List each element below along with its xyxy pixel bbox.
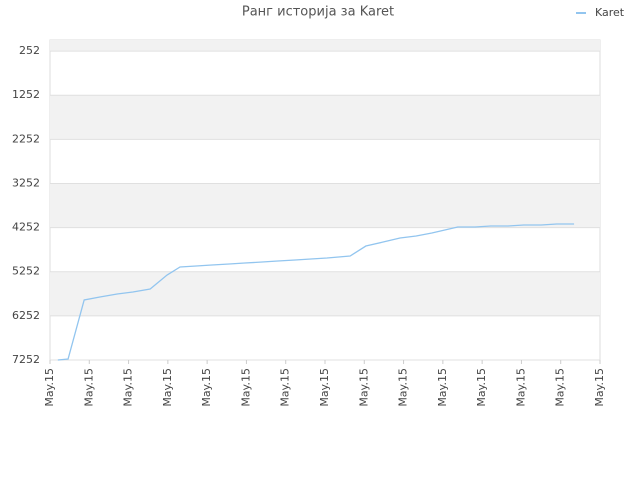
- x-tick-label: May.15: [593, 368, 606, 407]
- grid-band: [50, 183, 600, 228]
- x-tick-label: May.15: [475, 368, 488, 407]
- grid-band: [50, 40, 600, 52]
- legend-label: Karet: [595, 6, 625, 19]
- x-tick-label: May.15: [357, 368, 370, 407]
- x-tick-label: May.15: [554, 368, 567, 407]
- series-line: [57, 223, 575, 361]
- x-tick-label: May.15: [239, 368, 252, 407]
- y-tick-label: 4252: [12, 221, 40, 234]
- x-tick-label: May.15: [436, 368, 449, 407]
- y-tick-label: 2252: [12, 132, 40, 145]
- grid-band: [50, 95, 600, 140]
- x-tick-label: May.15: [397, 368, 410, 407]
- y-tick-label: 6252: [12, 309, 40, 322]
- y-tick-label: 7252: [12, 353, 40, 366]
- x-tick-label: May.15: [43, 368, 56, 407]
- grid-band: [50, 271, 600, 316]
- x-tick-label: May.15: [200, 368, 213, 407]
- chart-title: Ранг историја за Karet: [242, 5, 394, 20]
- x-tick-label: May.15: [122, 368, 135, 407]
- y-tick-label: 5252: [12, 265, 40, 278]
- x-tick-label: May.15: [82, 368, 95, 407]
- x-tick-label: May.15: [161, 368, 174, 407]
- x-tick-label: May.15: [279, 368, 292, 407]
- x-tick-label: May.15: [514, 368, 527, 407]
- x-tick-label: May.15: [318, 368, 331, 407]
- y-tick-label: 252: [19, 44, 40, 57]
- y-tick-label: 3252: [12, 176, 40, 189]
- y-tick-label: 1252: [12, 88, 40, 101]
